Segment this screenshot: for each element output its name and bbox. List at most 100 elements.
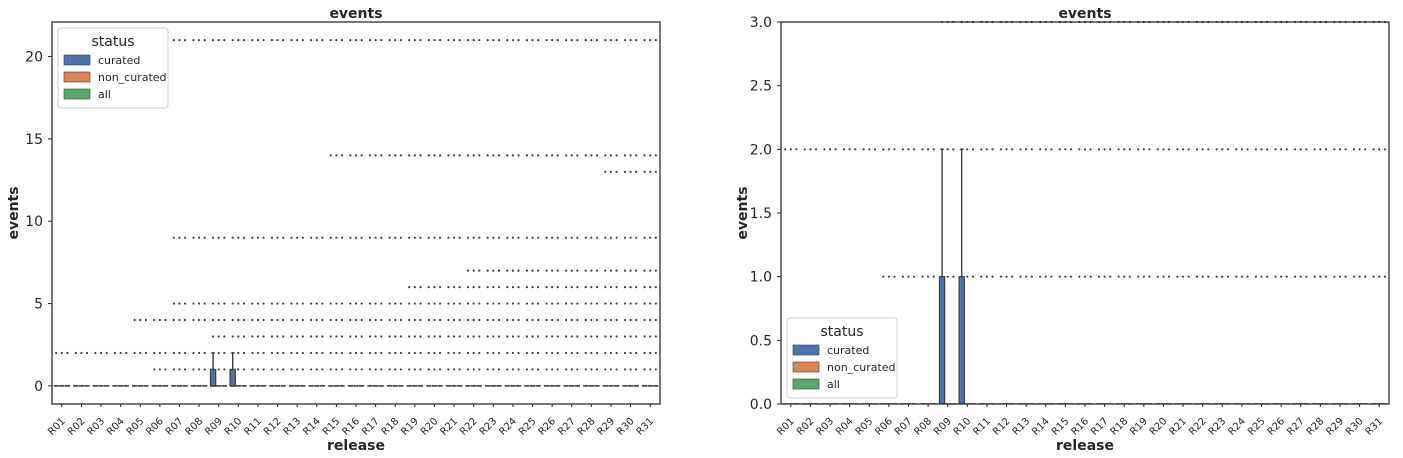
outlier-point xyxy=(276,335,279,338)
outlier-point xyxy=(310,39,313,42)
outlier-point xyxy=(60,351,63,355)
outlier-point xyxy=(321,39,324,42)
outlier-point xyxy=(1338,148,1342,151)
outlier-point xyxy=(1156,275,1159,278)
outlier-point xyxy=(980,148,983,151)
outlier-point xyxy=(125,351,128,355)
outlier-point xyxy=(551,236,554,239)
outlier-point xyxy=(486,269,489,272)
outlier-point xyxy=(192,302,195,305)
outlier-point xyxy=(604,154,607,157)
x-tick-label: R24 xyxy=(497,416,519,438)
outlier-point xyxy=(537,154,540,157)
outlier-point xyxy=(270,368,274,371)
outlier-point xyxy=(551,318,554,322)
outlier-point xyxy=(511,335,515,338)
outlier-point xyxy=(203,39,206,42)
outlier-point xyxy=(394,318,397,322)
outlier-point xyxy=(497,335,501,338)
outlier-point xyxy=(1260,275,1263,278)
outlier-point xyxy=(368,351,372,355)
outlier-point xyxy=(531,368,534,371)
outlier-point xyxy=(784,148,787,151)
outlier-point xyxy=(340,318,344,322)
x-tick-label: R08 xyxy=(913,416,935,438)
outlier-point xyxy=(164,351,167,355)
outlier-point xyxy=(197,236,201,239)
outlier-point xyxy=(438,318,442,322)
outlier-point xyxy=(256,39,260,42)
outlier-point xyxy=(497,39,501,42)
x-axis-label: release xyxy=(1056,438,1114,454)
outlier-point xyxy=(629,236,632,239)
outlier-point xyxy=(1299,275,1302,278)
outlier-point xyxy=(262,302,265,305)
outlier-point xyxy=(217,236,220,239)
outlier-point xyxy=(873,148,876,151)
x-tick-label: R22 xyxy=(458,416,480,438)
outlier-point xyxy=(907,148,910,151)
outlier-point xyxy=(517,335,520,338)
outlier-point xyxy=(565,351,568,355)
outlier-point xyxy=(276,236,279,239)
outlier-point xyxy=(506,269,509,272)
outlier-point xyxy=(643,368,646,371)
outlier-point xyxy=(604,351,607,355)
outlier-point xyxy=(427,285,430,289)
outlier-point xyxy=(1044,148,1047,151)
outlier-point xyxy=(590,269,593,272)
outlier-point xyxy=(237,302,240,305)
outlier-point xyxy=(433,318,436,322)
outlier-point xyxy=(623,318,627,322)
outlier-point xyxy=(595,318,599,322)
x-tick-label: R12 xyxy=(991,416,1013,438)
outlier-point xyxy=(590,368,593,371)
outlier-point xyxy=(472,269,475,272)
outlier-point xyxy=(399,351,402,355)
outlier-point xyxy=(654,368,657,371)
outlier-point xyxy=(1064,275,1067,278)
outlier-point xyxy=(433,335,436,338)
outlier-point xyxy=(537,285,540,289)
outlier-point xyxy=(380,154,383,157)
x-tick-label: R06 xyxy=(873,416,895,438)
outlier-point xyxy=(1097,148,1101,151)
outlier-point xyxy=(184,302,187,305)
outlier-point xyxy=(438,154,442,157)
outlier-point xyxy=(413,236,416,239)
outlier-point xyxy=(615,39,618,42)
outlier-point xyxy=(282,335,285,338)
outlier-point xyxy=(466,39,470,42)
outlier-point xyxy=(1030,275,1033,278)
outlier-point xyxy=(153,368,156,371)
outlier-point xyxy=(649,269,652,272)
outlier-point xyxy=(887,275,890,278)
outlier-point xyxy=(1069,275,1073,278)
outlier-point xyxy=(556,269,559,272)
outlier-point xyxy=(329,154,332,157)
outlier-point xyxy=(1333,275,1336,278)
outlier-point xyxy=(388,154,391,157)
outlier-point xyxy=(251,39,254,42)
outlier-point xyxy=(478,236,481,239)
outlier-point xyxy=(565,368,568,371)
outlier-point xyxy=(913,148,916,151)
outlier-point xyxy=(999,148,1003,151)
legend-swatch xyxy=(63,71,91,83)
outlier-point xyxy=(946,275,949,278)
outlier-point xyxy=(197,318,201,322)
outlier-point xyxy=(649,154,652,157)
outlier-point xyxy=(901,148,904,151)
outlier-point xyxy=(340,302,344,305)
outlier-point xyxy=(525,318,528,322)
legend-title: status xyxy=(91,34,134,50)
outlier-point xyxy=(595,285,599,289)
outlier-point xyxy=(1358,275,1361,278)
outlier-point xyxy=(1128,275,1131,278)
outlier-point xyxy=(511,351,515,355)
outlier-point xyxy=(595,236,599,239)
outlier-point xyxy=(1235,148,1238,151)
x-tick-label: R17 xyxy=(360,416,382,438)
outlier-point xyxy=(952,275,955,278)
